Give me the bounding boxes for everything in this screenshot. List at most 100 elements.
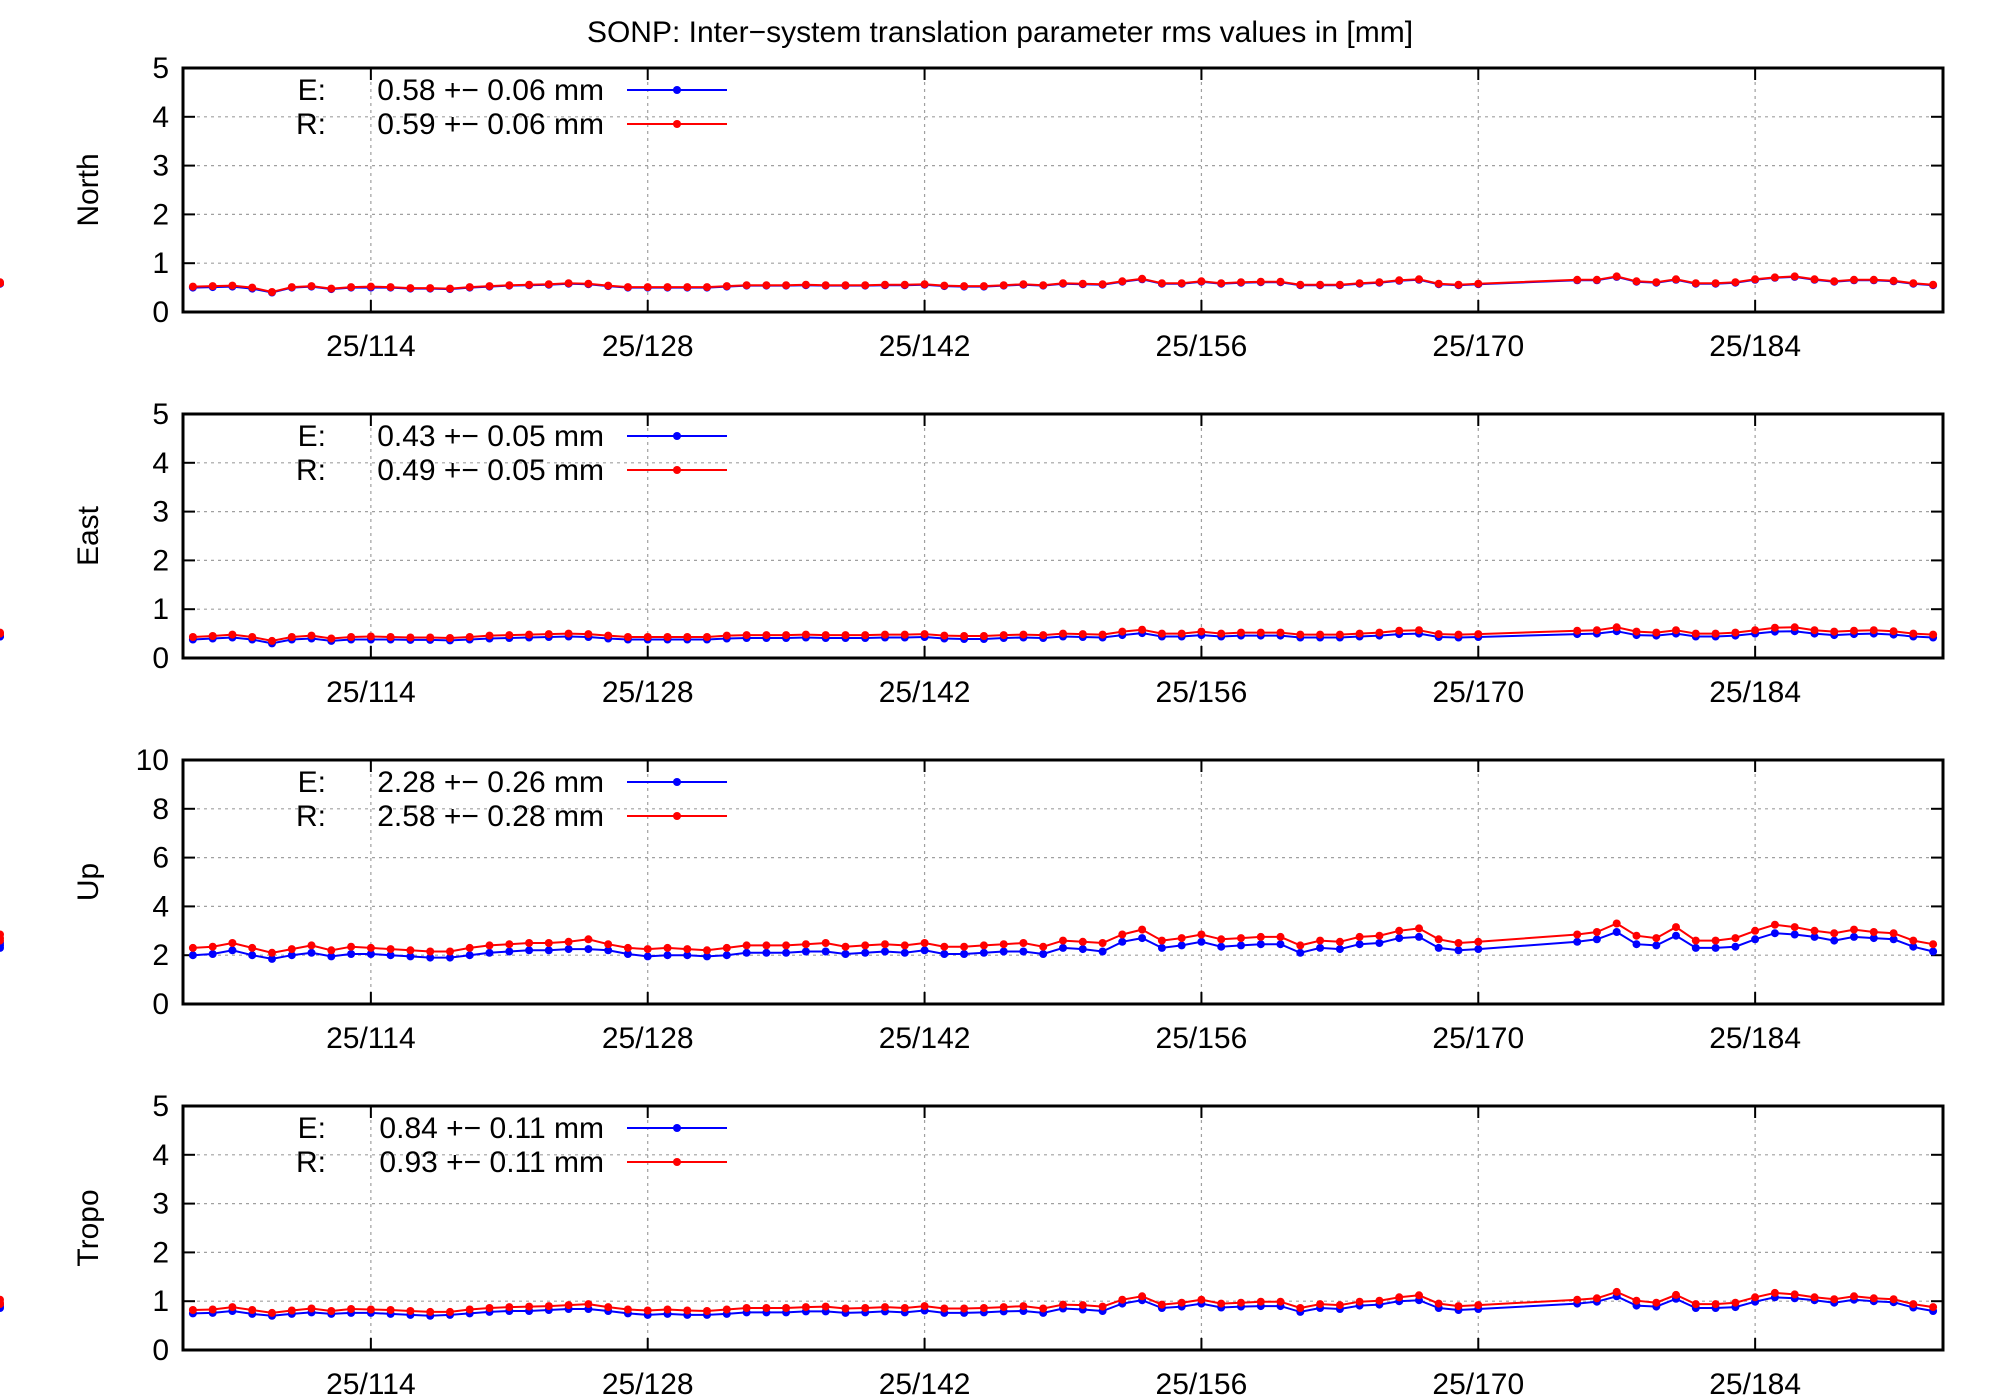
data-point-r [1889, 929, 1898, 938]
data-point-r [1810, 1293, 1819, 1302]
data-point-r [426, 1307, 435, 1316]
data-point-r [465, 283, 474, 292]
x-tick-label: 25/114 [326, 1368, 416, 1400]
data-point-r [703, 283, 711, 292]
y-axis-label-tropo: Tropo [72, 1189, 105, 1266]
data-point-r [1296, 1304, 1305, 1312]
data-point-e [1573, 937, 1582, 946]
data-point-e [1157, 943, 1166, 952]
data-point-r [920, 939, 929, 947]
data-point-r [920, 630, 929, 639]
data-point-r [1078, 279, 1087, 288]
data-point-r [1098, 630, 1107, 639]
data-point-e [268, 954, 276, 963]
data-point-r [307, 631, 316, 640]
data-point-r [564, 1301, 573, 1310]
data-point-r [347, 283, 356, 292]
data-point-r [821, 281, 830, 290]
data-point-r [1592, 928, 1601, 936]
data-point-e [920, 946, 929, 955]
data-point-e [841, 950, 850, 958]
data-point-e [1256, 940, 1265, 949]
data-point-r [525, 939, 534, 947]
data-point-r [188, 943, 197, 952]
data-point-r [406, 1307, 415, 1315]
data-point-r [1177, 629, 1186, 638]
data-point-e [1454, 946, 1463, 955]
data-point-r [1454, 280, 1463, 289]
panels-layer: 0 1 2 3 4 5 25/114 25/128 25/142 25/156 25/170 25/1… [0, 52, 1945, 1400]
data-point-r [446, 947, 454, 956]
data-point-r [1039, 281, 1048, 290]
data-point-e [1889, 935, 1898, 944]
data-point-r [1850, 275, 1858, 284]
data-point-r [1256, 628, 1265, 637]
y-axis-label-north: North [72, 153, 105, 226]
data-point-e [722, 951, 731, 960]
x-tick-label: 25/170 [1432, 330, 1524, 363]
data-point-r [1434, 1299, 1443, 1308]
legend-swatch-point [673, 1158, 681, 1166]
data-point-r [1474, 279, 1483, 288]
data-point-r [940, 631, 949, 640]
data-point-r [1691, 936, 1700, 945]
data-point-r [1395, 276, 1404, 285]
data-point-r [1059, 629, 1067, 638]
data-point-r [505, 631, 514, 640]
data-point-r [979, 941, 988, 950]
data-point-r [821, 1302, 830, 1311]
legend-value: 0.93 +− 0.11 mm [379, 1146, 604, 1179]
data-point-r [228, 281, 237, 290]
data-point-r [1316, 630, 1325, 639]
data-point-r [604, 1303, 613, 1312]
x-tick-label: 25/142 [879, 1368, 971, 1400]
x-tick-label: 25/142 [879, 330, 971, 363]
y-tick-label: 0 [152, 296, 169, 329]
y-tick-label: 2 [152, 939, 169, 972]
data-point-e [1237, 941, 1245, 950]
plot-frame-east [181, 412, 1945, 660]
data-point-e [1790, 930, 1799, 939]
data-point-r [999, 940, 1008, 949]
x-tick-label: 25/114 [326, 330, 416, 363]
data-point-r [1296, 630, 1305, 639]
data-point-e [1652, 941, 1661, 950]
data-point-r [544, 939, 553, 947]
data-point-e [1909, 942, 1918, 951]
panel-east: 0 1 2 3 4 5 25/114 25/128 25/142 25/156 25/170 25/1… [0, 398, 1945, 709]
data-point-r [1672, 275, 1680, 284]
data-point-r [1909, 279, 1918, 288]
data-point-e [1869, 934, 1878, 943]
data-point-r [1830, 627, 1839, 636]
data-point-e [1770, 929, 1779, 938]
data-point-r [1375, 1296, 1384, 1305]
data-point-r [525, 630, 534, 639]
data-point-e [208, 950, 217, 958]
data-point-e [782, 948, 791, 957]
data-point-r [1197, 930, 1206, 939]
data-point-r [1889, 276, 1898, 285]
data-point-r [1652, 934, 1661, 943]
data-point-r [1770, 1288, 1779, 1297]
data-point-r [1118, 1295, 1127, 1304]
data-point-r [1652, 628, 1661, 637]
data-point-r [900, 630, 909, 639]
data-point-r [1335, 937, 1344, 946]
y-tick-label: 4 [152, 890, 169, 923]
data-point-r [1672, 626, 1680, 635]
legend-key: E: [298, 1112, 326, 1145]
data-point-r [881, 280, 889, 289]
data-point-e [327, 952, 336, 961]
legend-key: E: [298, 74, 326, 107]
data-point-r [426, 633, 435, 642]
data-point-r [703, 946, 711, 955]
data-point-r [861, 631, 870, 640]
data-point-r [1355, 629, 1364, 638]
data-point-r [386, 283, 395, 292]
data-point-r [1909, 936, 1918, 945]
y-tick-label: 4 [152, 101, 169, 134]
data-point-r [1850, 626, 1858, 635]
data-point-r [663, 283, 672, 292]
data-point-e [1059, 943, 1067, 952]
data-point-e [1335, 945, 1344, 954]
